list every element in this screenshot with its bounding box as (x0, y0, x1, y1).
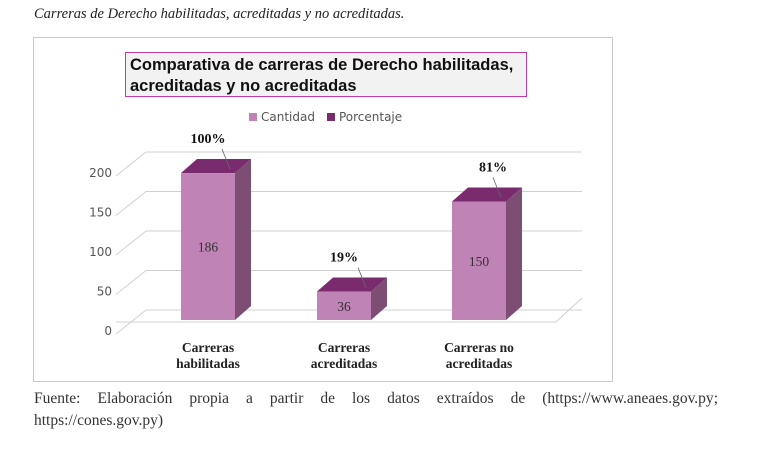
leader-line (357, 267, 367, 288)
bar-front (181, 173, 235, 320)
source-separator: ; (713, 390, 718, 407)
y-tick-label: 50 (97, 285, 112, 299)
source-link-aneaes[interactable]: https://www.aneaes.gov.py (547, 390, 714, 407)
gridline (115, 230, 147, 256)
bars-layer (181, 159, 522, 320)
chart-title: Comparativa de carreras de Derecho habil… (125, 52, 527, 97)
legend-label-porcentaje: Porcentaje (338, 110, 403, 124)
floor-line (555, 297, 583, 323)
x-category-label: Carreras (318, 340, 370, 355)
gridline (115, 270, 147, 295)
source-link-cones[interactable]: https://cones.gov.py (34, 412, 158, 429)
legend-item-cantidad: Cantidad (249, 110, 315, 124)
bar-side (506, 187, 522, 320)
source-note: Fuente: Elaboración propia a partir de l… (34, 388, 718, 432)
legend-item-porcentaje: Porcentaje (326, 110, 403, 124)
bar-top-porcentaje (452, 187, 522, 202)
chart-title-line-1: Comparativa de carreras de Derecho habil… (130, 56, 514, 74)
legend-swatch-porcentaje (326, 113, 335, 121)
bar-front (317, 291, 371, 320)
source-prefix: Fuente: Elaboración propia a partir de l… (34, 390, 548, 407)
bar-top-porcentaje (317, 277, 387, 292)
data-label-porcentaje: 100% (191, 132, 226, 147)
data-label-cantidad: 36 (337, 299, 351, 314)
leader-line (492, 177, 502, 198)
bar-side (235, 159, 251, 320)
bar-side (371, 277, 387, 320)
data-label-cantidad: 186 (198, 240, 219, 255)
gridline (115, 191, 147, 216)
data-label-porcentaje: 81% (479, 161, 507, 176)
data-label-porcentaje: 19% (330, 251, 358, 266)
source-suffix: ) (157, 412, 164, 429)
y-tick-label: 100 (89, 245, 112, 259)
chart-title-line-2: acreditadas y no acreditadas (130, 77, 357, 95)
x-category-label: habilitadas (176, 356, 240, 371)
legend-label-cantidad: Cantidad (261, 110, 315, 124)
y-tick-label: 150 (89, 206, 112, 220)
bar-top-porcentaje (181, 159, 251, 174)
x-category-label: Carreras no (444, 340, 514, 355)
x-category-label: acreditadas (311, 356, 378, 371)
x-category-label: acreditadas (446, 356, 513, 371)
chart-legend: Cantidad Porcentaje (249, 110, 402, 124)
figure-caption: Carreras de Derecho habilitadas, acredit… (34, 6, 405, 22)
bar-front (452, 201, 506, 320)
leader-line (221, 148, 231, 170)
y-tick-label: 200 (89, 166, 112, 180)
gridline (115, 151, 147, 177)
legend-swatch-cantidad (249, 113, 257, 121)
labels-layer: 050100150200186100%Carrerashabilitadas36… (89, 132, 514, 371)
x-category-label: Carreras (182, 340, 234, 355)
y-tick-label: 0 (104, 324, 112, 338)
data-label-cantidad: 150 (469, 254, 490, 269)
